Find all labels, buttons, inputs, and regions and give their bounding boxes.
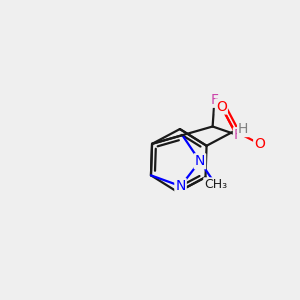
Text: F: F [234,128,242,142]
Text: F: F [211,93,218,107]
Text: CH₃: CH₃ [204,178,227,191]
Text: O: O [216,100,227,113]
Text: N: N [176,179,186,193]
Text: N: N [195,154,205,168]
Text: H: H [238,122,248,136]
Text: O: O [254,137,265,151]
